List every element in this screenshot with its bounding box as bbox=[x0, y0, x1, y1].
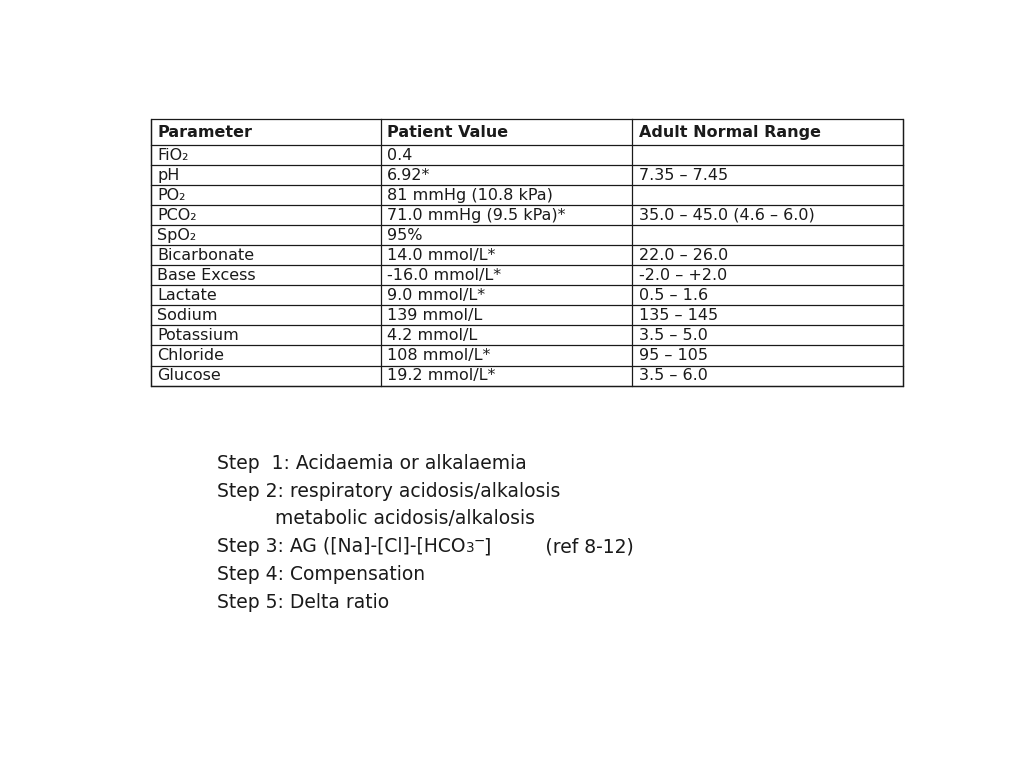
Text: SpO₂: SpO₂ bbox=[158, 228, 197, 243]
Text: Parameter: Parameter bbox=[158, 124, 253, 140]
Text: 135 – 145: 135 – 145 bbox=[639, 308, 718, 323]
Text: Bicarbonate: Bicarbonate bbox=[158, 248, 255, 263]
Text: Step 2: respiratory acidosis/alkalosis: Step 2: respiratory acidosis/alkalosis bbox=[217, 482, 560, 501]
Text: PCO₂: PCO₂ bbox=[158, 208, 197, 223]
Text: Glucose: Glucose bbox=[158, 368, 221, 383]
Text: 4.2 mmol/L: 4.2 mmol/L bbox=[387, 328, 477, 343]
Text: PO₂: PO₂ bbox=[158, 188, 185, 203]
Text: pH: pH bbox=[158, 168, 180, 183]
Text: Step  1: Acidaemia or alkalaemia: Step 1: Acidaemia or alkalaemia bbox=[217, 454, 527, 473]
Text: 81 mmHg (10.8 kPa): 81 mmHg (10.8 kPa) bbox=[387, 188, 553, 203]
Text: metabolic acidosis/alkalosis: metabolic acidosis/alkalosis bbox=[275, 509, 536, 528]
Text: −: − bbox=[474, 534, 485, 548]
Text: 9.0 mmol/L*: 9.0 mmol/L* bbox=[387, 288, 484, 303]
Text: Lactate: Lactate bbox=[158, 288, 217, 303]
Text: 22.0 – 26.0: 22.0 – 26.0 bbox=[639, 248, 728, 263]
Text: Patient Value: Patient Value bbox=[387, 124, 508, 140]
Text: 35.0 – 45.0 (4.6 – 6.0): 35.0 – 45.0 (4.6 – 6.0) bbox=[639, 208, 814, 223]
Text: 71.0 mmHg (9.5 kPa)*: 71.0 mmHg (9.5 kPa)* bbox=[387, 208, 565, 223]
Text: Sodium: Sodium bbox=[158, 308, 218, 323]
Text: Potassium: Potassium bbox=[158, 328, 240, 343]
Text: 14.0 mmol/L*: 14.0 mmol/L* bbox=[387, 248, 496, 263]
Text: 0.4: 0.4 bbox=[387, 147, 412, 163]
Text: 108 mmol/L*: 108 mmol/L* bbox=[387, 348, 490, 363]
Text: 95 – 105: 95 – 105 bbox=[639, 348, 708, 363]
Text: Step 3: AG ([Na]-[Cl]-[HCO: Step 3: AG ([Na]-[Cl]-[HCO bbox=[217, 538, 466, 556]
Text: Adult Normal Range: Adult Normal Range bbox=[639, 124, 820, 140]
Text: FiO₂: FiO₂ bbox=[158, 147, 188, 163]
Text: 6.92*: 6.92* bbox=[387, 168, 430, 183]
Text: 19.2 mmol/L*: 19.2 mmol/L* bbox=[387, 368, 496, 383]
Text: Base Excess: Base Excess bbox=[158, 268, 256, 283]
Text: 95%: 95% bbox=[387, 228, 422, 243]
Text: Step 5: Delta ratio: Step 5: Delta ratio bbox=[217, 593, 389, 611]
Text: -2.0 – +2.0: -2.0 – +2.0 bbox=[639, 268, 727, 283]
Bar bbox=[152, 119, 903, 386]
Text: 3: 3 bbox=[466, 541, 475, 555]
Text: ]         (ref 8-12): ] (ref 8-12) bbox=[483, 538, 634, 556]
Text: 139 mmol/L: 139 mmol/L bbox=[387, 308, 482, 323]
Text: Chloride: Chloride bbox=[158, 348, 224, 363]
Text: 7.35 – 7.45: 7.35 – 7.45 bbox=[639, 168, 728, 183]
Text: 3.5 – 6.0: 3.5 – 6.0 bbox=[639, 368, 708, 383]
Text: -16.0 mmol/L*: -16.0 mmol/L* bbox=[387, 268, 501, 283]
Text: 3.5 – 5.0: 3.5 – 5.0 bbox=[639, 328, 708, 343]
Text: 0.5 – 1.6: 0.5 – 1.6 bbox=[639, 288, 708, 303]
Text: Step 4: Compensation: Step 4: Compensation bbox=[217, 565, 425, 584]
